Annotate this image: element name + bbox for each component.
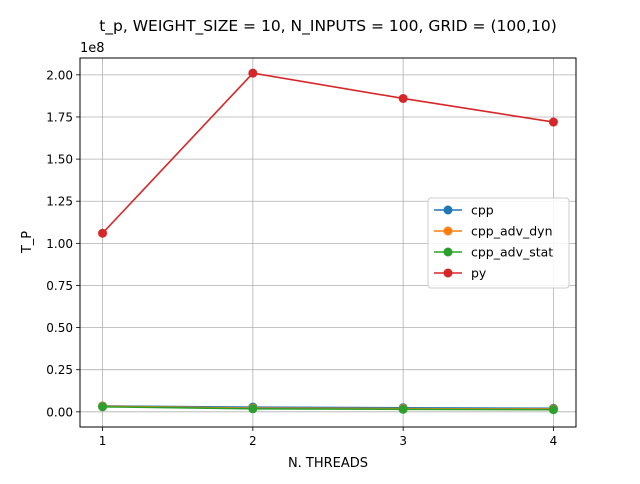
series-layer <box>98 68 558 415</box>
y-tick-label-0: 0.00 <box>46 405 73 419</box>
point-py-4 <box>548 117 558 127</box>
y-tick-label-6: 1.50 <box>46 153 73 167</box>
legend-item-cpp-adv-stat: cpp_adv_stat <box>434 245 553 260</box>
x-tick-label-0: 1 <box>99 434 107 448</box>
series-line-cpp-adv-stat <box>102 405 554 411</box>
y-tick-label-4: 1.00 <box>46 237 73 251</box>
series-line-py <box>101 72 554 234</box>
legend-swatch-marker-py <box>443 268 453 278</box>
y-tick-label-5: 1.25 <box>46 195 73 209</box>
point-cpp-adv-stat-2 <box>248 404 258 414</box>
point-cpp-adv-stat-1 <box>98 402 108 412</box>
y-axis-offset-text: 1e8 <box>80 41 105 56</box>
legend-item-cpp: cpp <box>434 203 494 218</box>
legend-swatch-marker-cpp <box>443 205 453 215</box>
legend-label-cpp-adv-dyn: cpp_adv_dyn <box>471 224 553 239</box>
legend-item-cpp-adv-dyn: cpp_adv_dyn <box>434 224 553 239</box>
legend-item-py: py <box>434 266 487 281</box>
axis-ticks: 1 2 3 4 0.00 0.25 0.50 0.75 1.00 1.25 1.50 1.75 2.00 <box>46 68 557 448</box>
legend-box <box>427 197 570 289</box>
x-axis-label: N. THREADS <box>288 456 368 471</box>
point-py-1 <box>98 228 108 238</box>
chart-title: t_p, WEIGHT_SIZE = 10, N_INPUTS = 100, G… <box>99 17 557 36</box>
y-axis-label: T_P <box>20 231 35 254</box>
series-py <box>98 68 558 238</box>
y-tick-label-3: 0.75 <box>46 279 73 293</box>
legend-label-cpp: cpp <box>471 203 494 218</box>
x-tick-label-2: 3 <box>399 434 407 448</box>
x-tick-label-1: 2 <box>249 434 257 448</box>
y-tick-label-8: 2.00 <box>46 68 73 82</box>
legend-swatch-marker-cpp-adv-stat <box>443 247 453 257</box>
x-tick-label-3: 4 <box>550 434 558 448</box>
point-cpp-adv-stat-4 <box>548 405 558 415</box>
y-tick-label-2: 0.50 <box>46 321 73 335</box>
y-tick-label-1: 0.25 <box>46 363 73 377</box>
plot-area <box>79 57 577 428</box>
y-tick-label-7: 1.75 <box>46 110 73 124</box>
point-cpp-adv-stat-3 <box>398 404 408 414</box>
point-py-3 <box>398 93 408 103</box>
point-py-2 <box>248 68 258 78</box>
series-cpp-adv-stat <box>98 402 558 415</box>
legend-label-cpp-adv-stat: cpp_adv_stat <box>471 245 553 260</box>
legend-swatch-marker-cpp-adv-dyn <box>443 226 453 236</box>
legend-label-py: py <box>471 266 487 281</box>
